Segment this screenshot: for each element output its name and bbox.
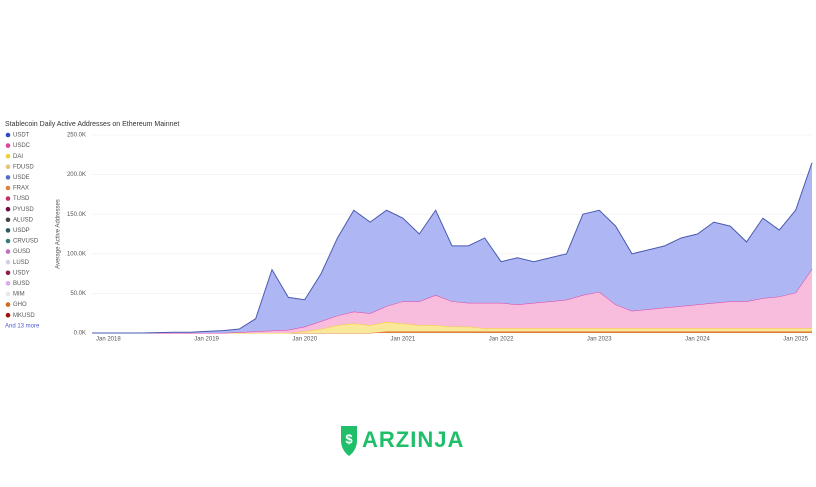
legend-label: PYUSD: [13, 207, 34, 213]
area: [92, 268, 812, 333]
x-tick-label: Jan 2024: [685, 337, 710, 343]
legend-swatch: [5, 259, 11, 265]
legend-label: TUSD: [13, 196, 30, 202]
x-tick-label: Jan 2021: [391, 337, 416, 343]
area-line: [92, 162, 813, 334]
area: [92, 162, 812, 333]
x-tick-label: Jan 2020: [292, 337, 317, 343]
x-tick-label: Jan 2019: [194, 337, 219, 343]
y-axis-label: Average Active Addresses: [56, 199, 62, 269]
x-tick-label: Jan 2025: [783, 337, 808, 343]
x-tick-label: Jan 2022: [489, 337, 514, 343]
x-tick-label: Jan 2018: [96, 337, 121, 343]
brand-name: ARZINJA: [362, 427, 464, 452]
y-tick-label: 100.0K: [67, 251, 86, 257]
legend-swatch: [5, 291, 11, 297]
legend-swatch: [5, 228, 11, 233]
legend-label: FDUSD: [13, 164, 34, 170]
legend-label: USDC: [13, 143, 31, 149]
x-tick-label: Jan 2023: [587, 337, 612, 343]
legend-label: ALUSD: [13, 217, 34, 223]
legend-label: LUSD: [13, 260, 30, 266]
legend-swatch: [5, 175, 11, 180]
legend-swatch: [5, 164, 11, 170]
legend-more[interactable]: And 13 more: [5, 324, 40, 330]
legend-swatch: [5, 206, 11, 212]
chart-title: Stablecoin Daily Active Addresses on Eth…: [5, 121, 179, 128]
y-tick-label: 0.0K: [74, 331, 86, 337]
y-tick-label: 200.0K: [67, 172, 86, 178]
logo-shield: [341, 426, 357, 456]
y-tick-label: 50.0K: [70, 291, 86, 297]
legend-swatch: [5, 302, 11, 307]
legend-label: CRVUSD: [13, 239, 39, 245]
legend-swatch: [5, 238, 11, 244]
legend-label: MKUSD: [13, 313, 35, 319]
legend-swatch: [5, 143, 11, 148]
legend-swatch: [5, 312, 11, 318]
legend-label: GHO: [13, 302, 27, 308]
legend-label: FRAX: [13, 186, 29, 192]
legend-label: USDT: [13, 133, 30, 139]
y-tick-label: 250.0K: [67, 133, 86, 139]
legend-swatch: [5, 196, 11, 201]
brand-logo: $ ARZINJA: [341, 426, 464, 456]
legend-label: MIM: [13, 292, 25, 298]
legend-swatch: [5, 270, 11, 276]
y-tick-label: 150.0K: [67, 212, 86, 218]
legend-swatch: [5, 132, 11, 138]
legend-label: BUSD: [13, 281, 30, 287]
legend-label: USDY: [13, 270, 30, 276]
legend-label: USDP: [13, 228, 30, 234]
legend-label: GUSD: [13, 249, 31, 255]
area: [92, 321, 812, 333]
legend-swatch: [5, 153, 11, 159]
legend-swatch: [5, 217, 11, 223]
legend-swatch: [5, 281, 11, 286]
logo-glyph: $: [345, 431, 353, 446]
legend-label: USDE: [13, 175, 30, 181]
legend-swatch: [5, 249, 11, 254]
legend-label: DAI: [13, 154, 23, 160]
legend-swatch: [5, 185, 11, 191]
